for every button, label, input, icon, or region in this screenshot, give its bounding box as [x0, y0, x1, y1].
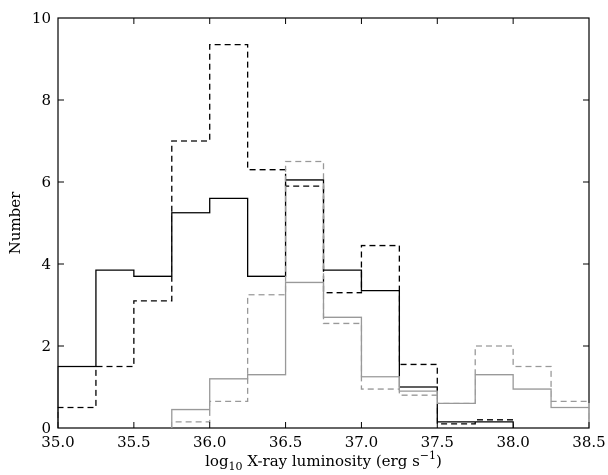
- x-tick-label: 38.5: [572, 433, 605, 451]
- x-axis-label: log10 X-ray luminosity (erg s−1): [205, 449, 442, 473]
- x-tick-label: 35.5: [117, 433, 150, 451]
- y-tick-label: 0: [41, 419, 51, 437]
- x-axis-label-text: log10 X-ray luminosity (erg s−1): [205, 449, 442, 473]
- x-label-main: log: [205, 452, 229, 470]
- tick-layer: 35.0 35.5 36.0 36.5 37.0 37.5 38.0 38.5 0 2 4 6 8 10: [32, 9, 606, 451]
- y-tick-label: 10: [32, 9, 51, 27]
- y-tick-label: 2: [41, 337, 51, 355]
- x-label-close: ): [436, 452, 442, 470]
- y-tick-label: 8: [41, 91, 51, 109]
- x-tick-label: 37.5: [421, 433, 454, 451]
- series-layer: [57, 44, 590, 428]
- x-tick-label: 35.0: [41, 433, 74, 451]
- y-axis-label: Number: [6, 191, 24, 254]
- histogram-series-4: [171, 160, 590, 428]
- plot-frame: [57, 17, 590, 429]
- y-tick-label: 4: [41, 255, 51, 273]
- x-tick-label: 36.5: [269, 433, 302, 451]
- x-tick-label: 36.0: [193, 433, 226, 451]
- x-tick-label: 37.0: [345, 433, 378, 451]
- x-label-superscript: −1: [420, 449, 436, 462]
- plot-area: 35.0 35.5 36.0 36.5 37.0 37.5 38.0 38.5 0 2 4 6 8 10: [32, 9, 606, 451]
- histogram-series-3: [171, 281, 590, 428]
- x-tick-label: 38.0: [496, 433, 529, 451]
- x-label-rest: X-ray luminosity (erg s: [243, 452, 420, 470]
- y-tick-label: 6: [41, 173, 51, 191]
- x-label-subscript: 10: [229, 460, 243, 473]
